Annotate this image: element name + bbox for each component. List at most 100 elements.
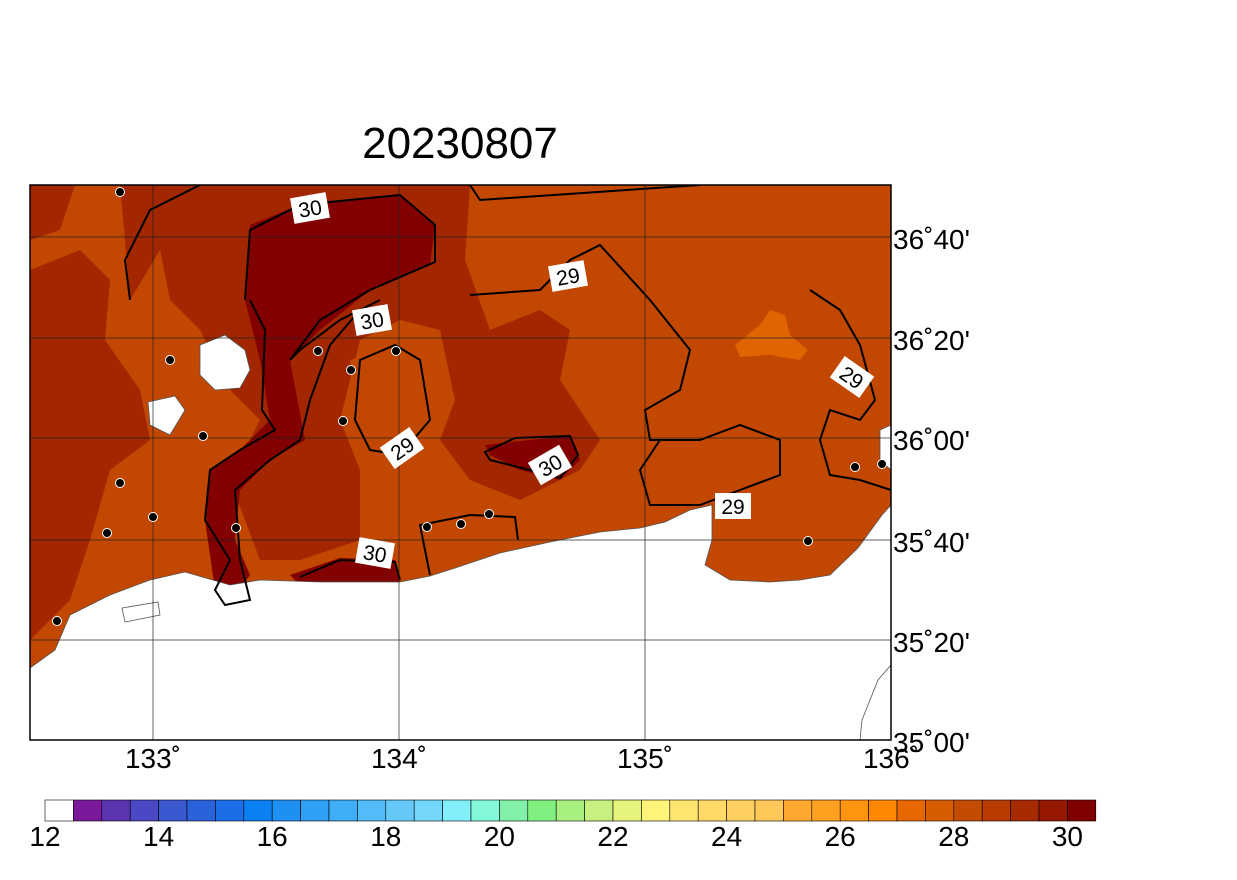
colorbar-label: 14	[143, 821, 174, 852]
colorbar-box	[158, 799, 188, 822]
lat-label: 36˚00'	[893, 425, 970, 456]
colorbar-label: 28	[938, 821, 969, 852]
colorbar-box	[839, 799, 869, 822]
colorbar-label: 18	[370, 821, 401, 852]
station	[102, 528, 112, 538]
station	[313, 346, 323, 356]
station	[148, 512, 158, 522]
lat-label: 36˚20'	[893, 325, 970, 356]
colorbar-box	[129, 799, 159, 822]
contour-label: 30	[290, 192, 330, 224]
station	[484, 509, 494, 519]
contour-label: 29	[715, 493, 751, 519]
contour-label-box	[379, 427, 425, 469]
colorbar-box	[953, 799, 983, 822]
lat-label: 35˚00'	[893, 727, 970, 758]
station	[850, 462, 860, 472]
colorbar-box	[981, 799, 1011, 822]
colorbar-box	[300, 799, 330, 822]
station	[338, 416, 348, 426]
colorbar-box	[527, 799, 557, 822]
sst-field	[30, 185, 891, 740]
station	[346, 365, 356, 375]
colorbar-box	[584, 799, 614, 822]
station	[391, 346, 401, 356]
colorbar-box	[726, 799, 756, 822]
warm-region	[30, 185, 150, 640]
colorbar-box	[697, 799, 727, 822]
contour-label-text: 30	[359, 308, 386, 335]
colorbar-label: 12	[29, 821, 60, 852]
contour-line	[123, 185, 891, 506]
station	[115, 187, 125, 197]
contour-label-box	[527, 444, 573, 486]
colorbar-box	[754, 799, 784, 822]
cool-region	[735, 310, 808, 360]
colorbar-box	[470, 799, 500, 822]
colorbar-box	[612, 799, 642, 822]
station	[52, 616, 62, 626]
colorbar-box	[243, 799, 273, 822]
colorbar-box	[413, 799, 443, 822]
contour-label-box	[352, 304, 392, 336]
contour-label-box	[355, 537, 395, 569]
contour-label: 30	[355, 537, 395, 569]
colorbar-box	[669, 799, 699, 822]
contour-label: 29	[548, 260, 588, 292]
stations	[52, 187, 887, 626]
hot-region	[188, 436, 580, 606]
colorbar-box	[271, 799, 301, 822]
colorbar-box	[641, 799, 671, 822]
colorbar-label: 26	[825, 821, 856, 852]
colorbar-box	[357, 799, 387, 822]
station	[877, 459, 887, 469]
colorbar-box	[442, 799, 472, 822]
colorbar-box	[73, 799, 103, 822]
colorbar-box	[925, 799, 955, 822]
contour-label-text: 30	[297, 196, 324, 223]
contour-label-box	[548, 260, 588, 292]
colorbar-box	[555, 799, 585, 822]
lat-label: 36˚40'	[893, 224, 970, 255]
lon-label: 136˚	[863, 743, 919, 774]
station	[198, 431, 208, 441]
lon-label: 133˚	[125, 743, 181, 774]
station	[422, 522, 432, 532]
colorbar-box	[215, 799, 245, 822]
colorbar-box	[1038, 799, 1068, 822]
colorbar-box	[896, 799, 926, 822]
colorbar-box	[1067, 799, 1097, 822]
lon-label: 134˚	[371, 743, 427, 774]
lat-label: 35˚40'	[893, 527, 970, 558]
colorbar-box	[783, 799, 813, 822]
colorbar-label: 22	[597, 821, 628, 852]
station	[456, 519, 466, 529]
station	[803, 536, 813, 546]
contour-label-text: 30	[361, 541, 388, 568]
colorbar-box	[44, 799, 74, 822]
contour-label-box	[829, 356, 875, 398]
station	[165, 355, 175, 365]
contour-label-text: 29	[555, 264, 582, 291]
colorbar-box	[499, 799, 529, 822]
contour-label-text: 29	[721, 496, 744, 519]
lat-label: 35˚20'	[893, 627, 970, 658]
map-frame	[29, 184, 892, 741]
colorbar-label: 20	[484, 821, 515, 852]
hot-region	[205, 195, 435, 602]
title: 20230807	[362, 119, 558, 168]
colorbar-box	[328, 799, 358, 822]
colorbar-box	[811, 799, 841, 822]
contour-label-box	[715, 493, 751, 519]
colorbar-label: 24	[711, 821, 742, 852]
colorbar-box	[186, 799, 216, 822]
station	[231, 523, 241, 533]
station	[115, 478, 125, 488]
contour-label: 30	[352, 304, 392, 336]
colorbar-box	[385, 799, 415, 822]
colorbar-label: 16	[257, 821, 288, 852]
colorbar-box	[1010, 799, 1040, 822]
land	[30, 504, 891, 740]
colorbar-box	[101, 799, 131, 822]
